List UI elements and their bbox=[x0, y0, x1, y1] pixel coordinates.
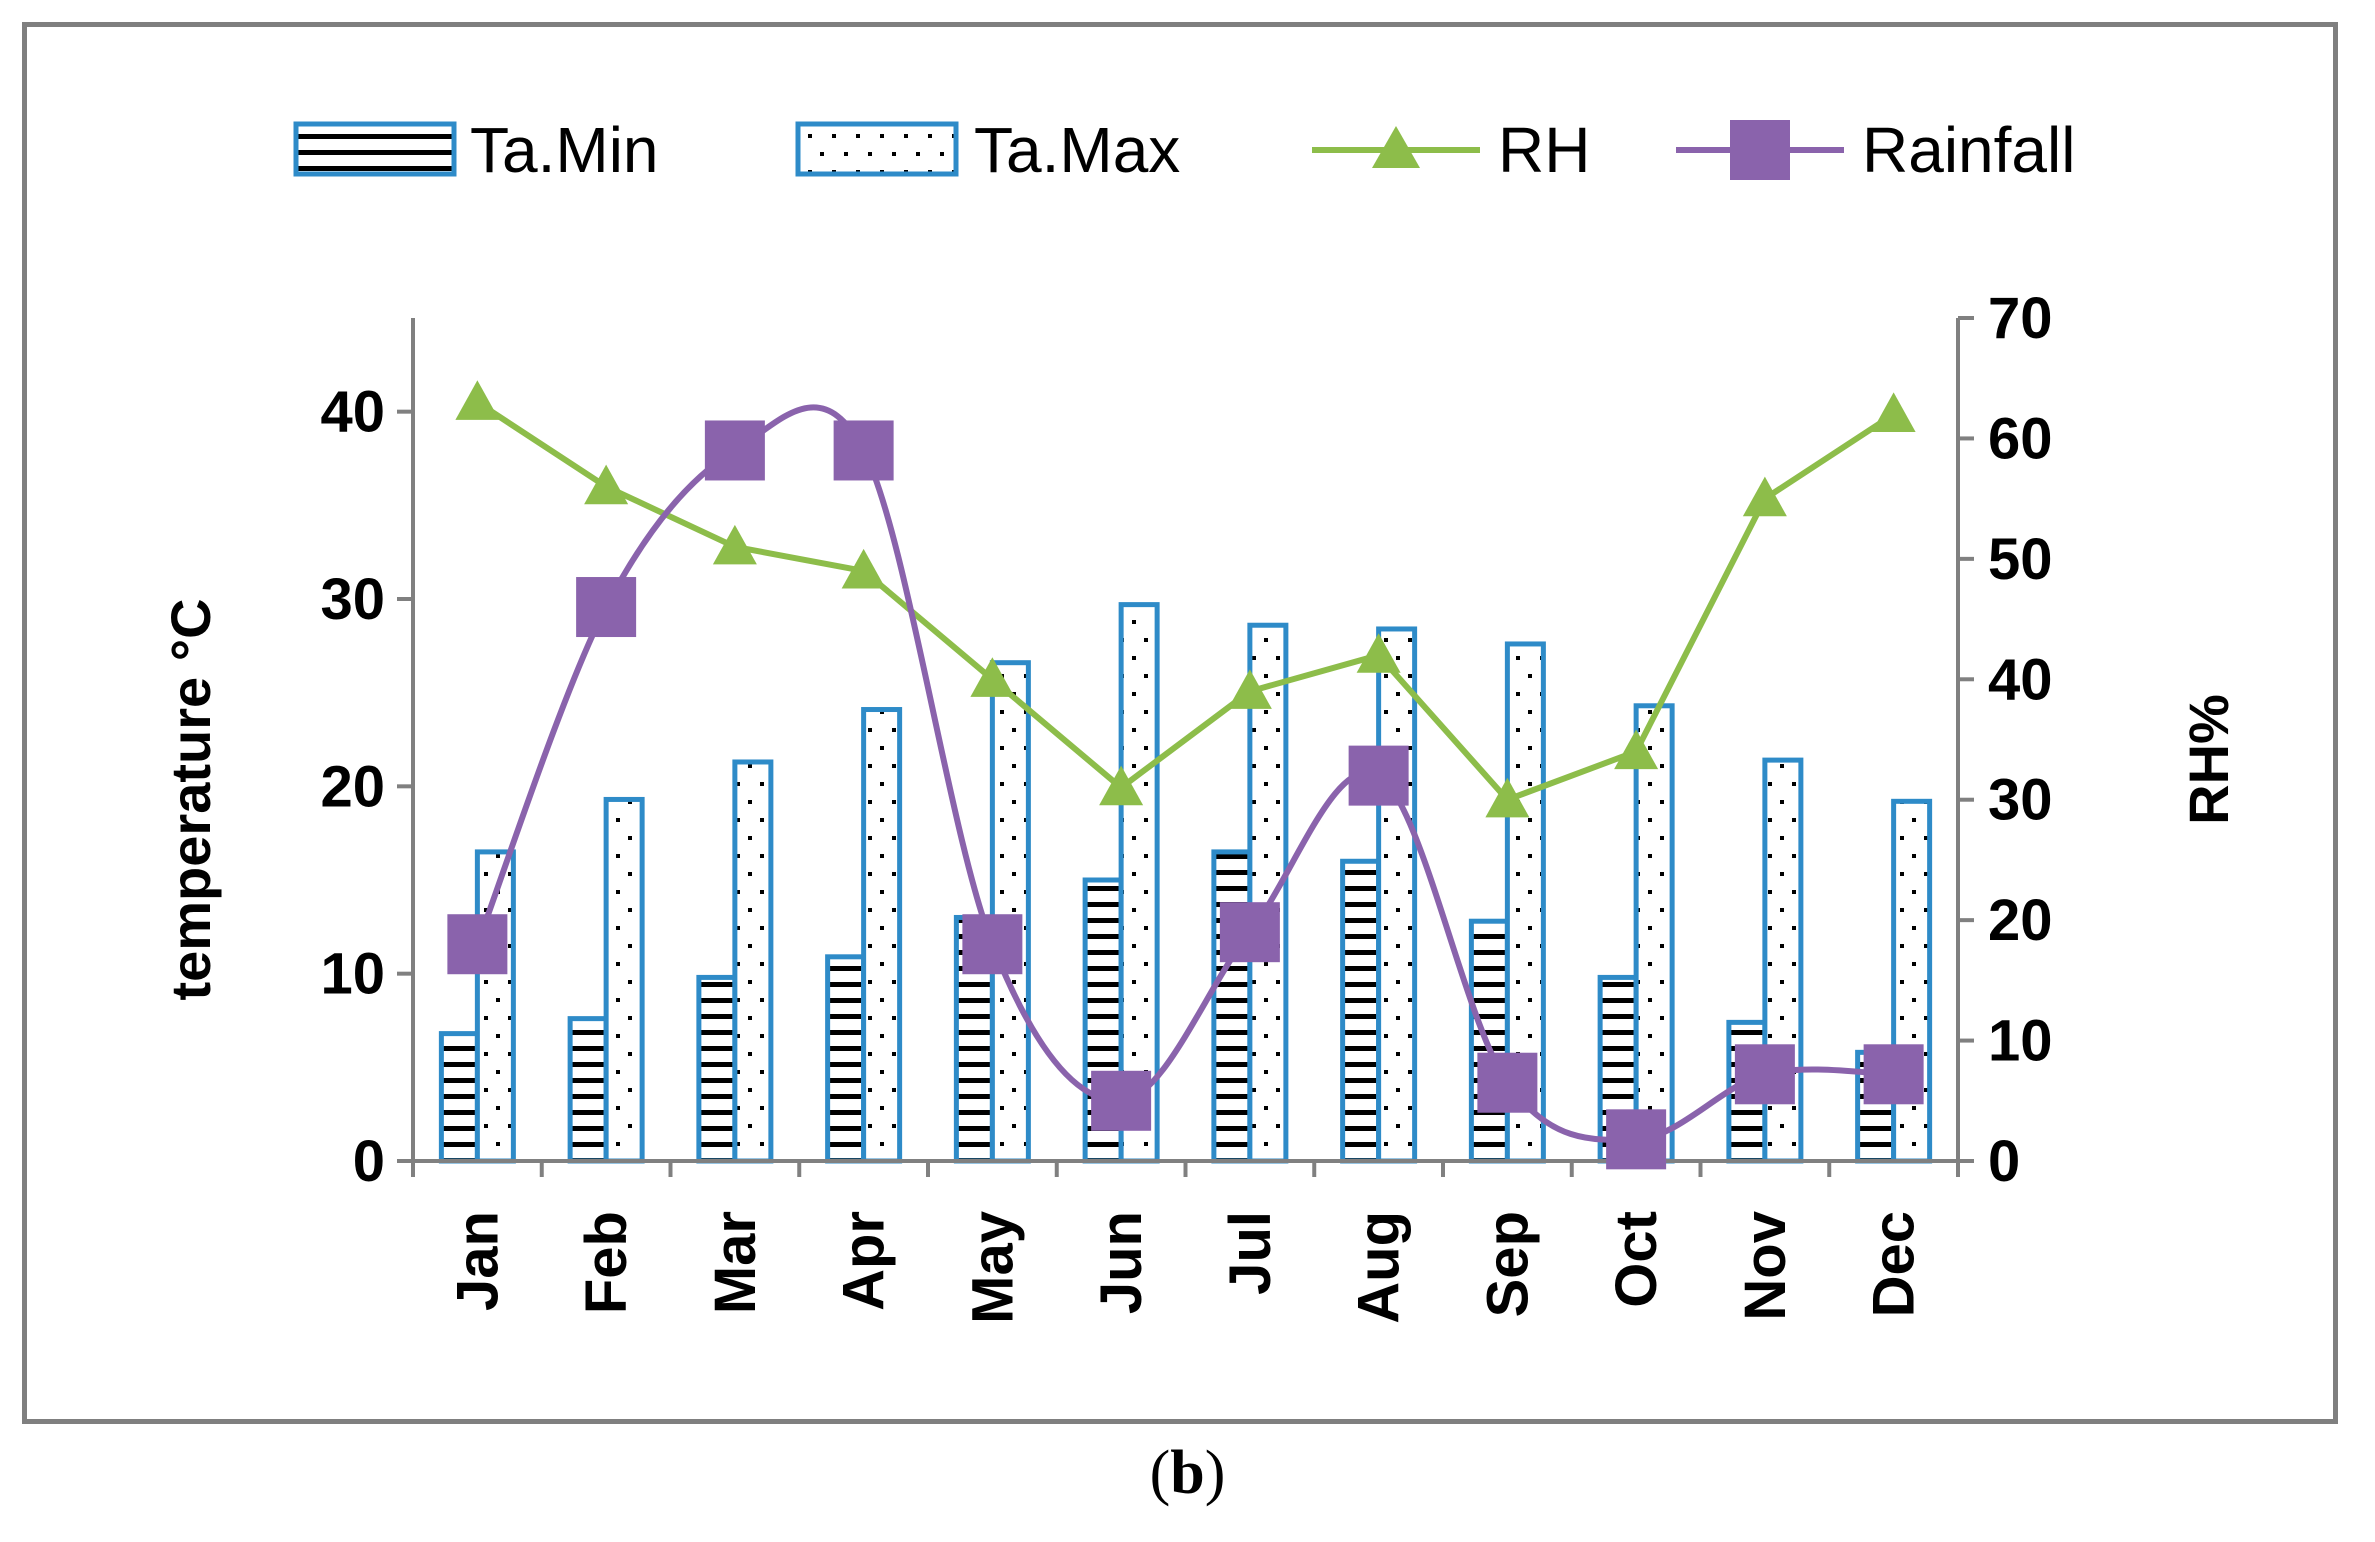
left-tick-label: 10 bbox=[320, 942, 385, 1007]
legend-label-rainfall: Rainfall bbox=[1862, 114, 2075, 186]
bar-ta-max-oct bbox=[1633, 703, 1675, 1164]
right-tick-label: 0 bbox=[1988, 1129, 2020, 1194]
bar-ta-max-may bbox=[989, 660, 1031, 1164]
legend-swatch-ta-min bbox=[293, 121, 457, 177]
bar-ta-min-apr bbox=[825, 954, 867, 1164]
caption-open: ( bbox=[1149, 1439, 1171, 1507]
bar-layer bbox=[438, 602, 1933, 1164]
rh-point-mar bbox=[712, 524, 757, 565]
category-label-aug: Aug bbox=[1347, 1211, 1412, 1324]
bar-ta-max-apr bbox=[861, 707, 903, 1164]
rh-point-sep bbox=[1485, 777, 1530, 818]
category-label-dec: Dec bbox=[1862, 1211, 1927, 1317]
left-tick-label: 40 bbox=[320, 380, 385, 445]
category-label-sep: Sep bbox=[1475, 1211, 1540, 1317]
rh-point-jan bbox=[455, 380, 500, 420]
left-axis-title: temperature °C bbox=[159, 598, 222, 1000]
category-label-jun: Jun bbox=[1089, 1211, 1154, 1314]
category-label-may: May bbox=[960, 1211, 1025, 1324]
label-layer: 0 10 20 30 40 0 10 20 30 40 50 60 70 temperature °C RH… bbox=[159, 286, 2240, 1324]
rainfall-point-nov bbox=[1734, 1044, 1795, 1105]
bar-ta-min-feb bbox=[567, 1016, 609, 1164]
right-tick-label: 30 bbox=[1988, 768, 2053, 833]
rh-point-apr bbox=[841, 548, 886, 589]
category-label-apr: Apr bbox=[832, 1211, 897, 1311]
rh-point-nov bbox=[1742, 476, 1787, 517]
chart-frame bbox=[22, 22, 2338, 1424]
bar-ta-max-jan bbox=[474, 849, 516, 1164]
rainfall-point-jun bbox=[1091, 1070, 1152, 1131]
category-label-jul: Jul bbox=[1218, 1211, 1283, 1295]
legend-label-ta-min: Ta.Min bbox=[470, 114, 659, 186]
axes bbox=[397, 316, 1974, 1177]
rainfall-point-mar bbox=[704, 420, 765, 481]
right-tick-label: 40 bbox=[1988, 647, 2053, 712]
rainfall-point-dec bbox=[1863, 1044, 1924, 1105]
rh-point-jul bbox=[1227, 669, 1272, 709]
caption-close: ) bbox=[1204, 1439, 1226, 1507]
left-tick-label: 20 bbox=[320, 754, 385, 819]
rh-point-oct bbox=[1614, 729, 1659, 770]
category-label-mar: Mar bbox=[703, 1211, 768, 1314]
legend-swatch-rh-marker bbox=[1372, 126, 1420, 168]
rh-point-aug bbox=[1356, 633, 1401, 673]
legend-swatch-rainfall-marker bbox=[1730, 120, 1790, 180]
bar-ta-max-aug bbox=[1376, 626, 1418, 1164]
bar-ta-max-dec bbox=[1891, 798, 1933, 1164]
right-tick-label: 20 bbox=[1988, 888, 2053, 953]
left-tick-label: 30 bbox=[320, 567, 385, 632]
bar-ta-min-jan bbox=[438, 1031, 480, 1164]
bar-ta-max-mar bbox=[732, 759, 774, 1164]
bar-ta-min-mar bbox=[696, 974, 738, 1164]
bar-ta-min-jul bbox=[1211, 849, 1253, 1164]
legend-label-rh: RH bbox=[1498, 114, 1590, 186]
rainfall-line bbox=[474, 404, 1894, 1143]
right-axis-title: RH% bbox=[2177, 694, 2240, 825]
rainfall-point-feb bbox=[576, 577, 637, 638]
right-tick-label: 10 bbox=[1988, 1009, 2053, 1074]
rh-line bbox=[475, 399, 1896, 803]
rainfall-point-jul bbox=[1219, 902, 1280, 963]
bar-ta-min-aug bbox=[1340, 858, 1382, 1164]
rh-point-may bbox=[970, 657, 1015, 697]
right-tick-label: 60 bbox=[1988, 406, 2053, 471]
category-label-jan: Jan bbox=[445, 1211, 510, 1311]
legend-swatch-ta-max bbox=[795, 121, 959, 177]
rainfall-point-may bbox=[962, 914, 1023, 975]
left-tick-label: 0 bbox=[353, 1129, 385, 1194]
rainfall-point-apr bbox=[833, 420, 894, 481]
category-label-oct: Oct bbox=[1604, 1211, 1669, 1308]
category-label-feb: Feb bbox=[574, 1211, 639, 1314]
legend-label-ta-max: Ta.Max bbox=[974, 114, 1180, 186]
rainfall-point-aug bbox=[1348, 745, 1409, 806]
bar-ta-min-sep bbox=[1468, 918, 1510, 1164]
caption-letter: b bbox=[1170, 1439, 1205, 1507]
figure-caption: (b) bbox=[0, 1438, 2375, 1509]
line-layer bbox=[447, 380, 1924, 1170]
right-tick-label: 50 bbox=[1988, 527, 2053, 592]
legend: Ta.Min Ta.Max RH Rainfall bbox=[293, 114, 2075, 186]
rh-point-feb bbox=[584, 464, 629, 505]
bar-ta-max-feb bbox=[603, 796, 645, 1164]
rainfall-point-sep bbox=[1477, 1052, 1538, 1113]
rainfall-point-jan bbox=[447, 914, 508, 975]
rh-point-jun bbox=[1099, 765, 1144, 806]
rainfall-point-oct bbox=[1606, 1109, 1667, 1170]
right-tick-label: 70 bbox=[1988, 286, 2053, 351]
rh-point-dec bbox=[1871, 392, 1916, 432]
category-label-nov: Nov bbox=[1733, 1211, 1798, 1321]
